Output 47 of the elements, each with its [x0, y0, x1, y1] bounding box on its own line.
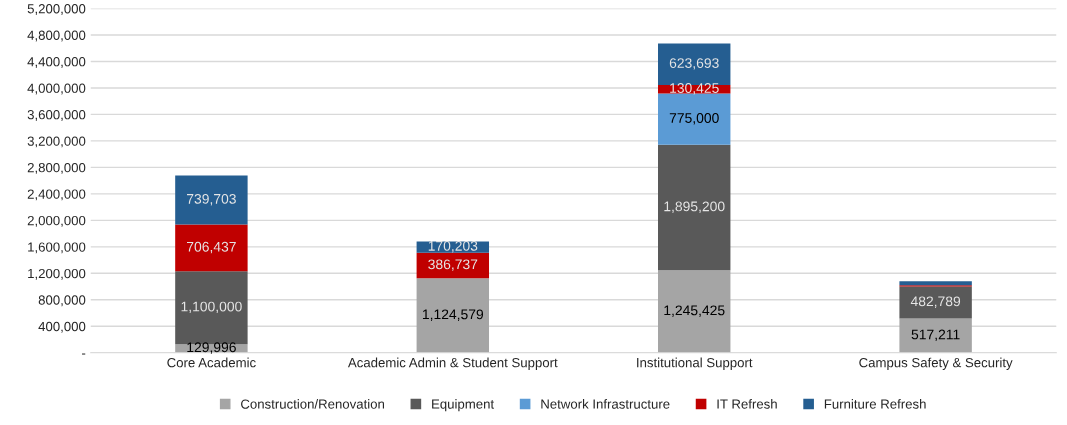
x-tick-label: Academic Admin & Student Support	[347, 357, 558, 370]
bar	[658, 93, 731, 145]
y-tick-label: 3,200,000	[27, 136, 86, 148]
y-tick-label: 4,800,000	[27, 30, 86, 42]
bar	[658, 144, 731, 271]
data-label: 739,703	[187, 193, 236, 206]
data-label: 1,895,200	[664, 201, 725, 213]
y-tick-label: 3,600,000	[27, 109, 86, 121]
legend-label: Furniture Refresh	[824, 399, 926, 409]
legend-label: Equipment	[432, 399, 495, 412]
x-tick-label: Institutional Support	[637, 357, 753, 370]
bar	[175, 175, 248, 225]
x-tick-label: Campus Safety & Security	[859, 357, 1013, 370]
data-label: 1,100,000	[181, 301, 242, 314]
data-label: 517,211	[911, 329, 960, 341]
bar	[899, 318, 972, 353]
data-label: 130,425	[670, 83, 719, 95]
bar	[175, 224, 248, 272]
y-tick-label: 400,000	[38, 321, 86, 333]
x-tick-label: Core Academic	[167, 357, 256, 368]
legend-label: Construction/Renovation	[241, 399, 385, 409]
y-tick-label: 2,000,000	[27, 215, 86, 227]
y-tick-label: 2,400,000	[27, 189, 86, 201]
data-label: 623,693	[669, 58, 719, 70]
data-label: 170,203	[428, 240, 478, 253]
data-label: 482,789	[910, 296, 961, 308]
y-tick-label: 1,200,000	[28, 268, 86, 280]
data-label: 1,245,425	[664, 305, 725, 317]
bar	[416, 278, 490, 353]
legend-label: Network Infrastructure	[541, 399, 670, 409]
bar	[658, 43, 731, 85]
bar	[899, 286, 972, 319]
y-tick-label: 2,800,000	[27, 162, 86, 174]
y-tick-label: 1,600,000	[28, 242, 86, 254]
data-label: 129,996	[187, 342, 236, 354]
bar	[899, 281, 972, 286]
bar	[658, 270, 731, 353]
y-tick-label: 800,000	[38, 295, 86, 307]
data-label: 775,000	[669, 113, 719, 125]
legend-label: IT Refresh	[717, 399, 777, 409]
data-label: 1,124,579	[422, 309, 484, 321]
y-tick-label: 4,000,000	[27, 83, 86, 95]
data-label: 386,737	[428, 259, 478, 271]
y-tick-label: 5,200,000	[27, 4, 86, 15]
y-tick-label: 4,400,000	[27, 57, 86, 68]
y-tick-label: -	[82, 353, 86, 355]
data-label: 706,437	[187, 241, 236, 254]
